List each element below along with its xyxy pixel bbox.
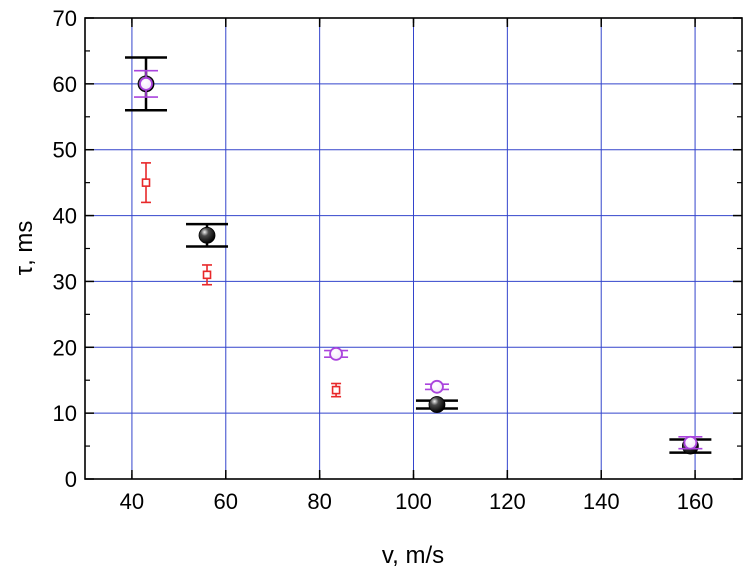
y-tick-label: 50 [53, 138, 77, 163]
data-point [331, 382, 342, 398]
y-tick-label: 0 [65, 467, 77, 492]
circle-marker [683, 435, 698, 450]
sphere-marker [428, 396, 446, 413]
y-tick-labels: 0 10 20 30 40 50 60 70 [53, 6, 77, 492]
data-point [134, 69, 159, 98]
data-point [141, 162, 152, 204]
data-point [424, 379, 449, 394]
circle-marker [139, 76, 153, 91]
square-marker [331, 385, 341, 395]
x-tick-label: 140 [583, 489, 620, 514]
data-point [186, 222, 229, 248]
x-tick-label: 100 [395, 489, 432, 514]
x-tick-labels: 40 60 80 100 120 140 160 [120, 489, 714, 514]
x-tick-label: 60 [214, 489, 238, 514]
y-tick-label: 20 [53, 335, 77, 360]
sphere-marker [198, 226, 216, 244]
x-tick-label: 160 [677, 489, 714, 514]
data-point [202, 264, 213, 286]
x-axis-title: v, m/s [382, 542, 444, 569]
data-series [125, 56, 712, 455]
y-tick-label: 30 [53, 269, 77, 294]
circle-marker [329, 346, 343, 361]
plot-frame [84, 17, 743, 480]
x-tick-label: 40 [120, 489, 144, 514]
data-point [324, 346, 349, 361]
grid [85, 18, 742, 479]
data-point [678, 435, 703, 450]
data-point [415, 396, 458, 413]
y-tick-label: 40 [53, 204, 77, 229]
square-marker [141, 178, 151, 187]
x-tick-label: 80 [307, 489, 331, 514]
y-axis-title: τ, ms [11, 221, 38, 276]
circle-marker [430, 379, 444, 394]
x-tick-label: 120 [489, 489, 526, 514]
square-marker [202, 270, 212, 280]
y-tick-label: 60 [53, 72, 77, 97]
y-tick-label: 70 [53, 6, 77, 31]
y-tick-label: 10 [53, 401, 77, 426]
